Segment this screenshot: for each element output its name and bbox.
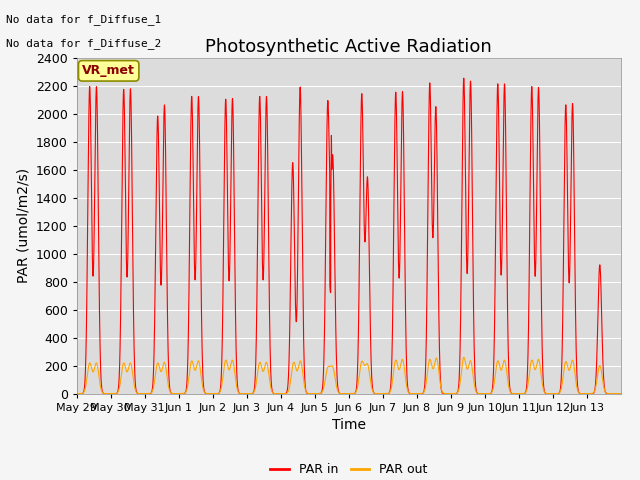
Y-axis label: PAR (umol/m2/s): PAR (umol/m2/s) xyxy=(17,168,30,283)
Text: No data for f_Diffuse_2: No data for f_Diffuse_2 xyxy=(6,38,162,49)
PAR out xyxy=(369,388,377,394)
Legend: PAR in, PAR out: PAR in, PAR out xyxy=(265,458,433,480)
Title: Photosynthetic Active Radiation: Photosynthetic Active Radiation xyxy=(205,38,492,56)
PAR out xyxy=(460,354,468,360)
PAR in xyxy=(369,387,377,393)
PAR in xyxy=(398,100,406,106)
PAR in xyxy=(525,312,532,318)
PAR in xyxy=(498,245,506,251)
PAR in xyxy=(186,237,193,242)
PAR in xyxy=(539,366,547,372)
Text: No data for f_Diffuse_1: No data for f_Diffuse_1 xyxy=(6,14,162,25)
PAR out xyxy=(617,391,625,396)
Line: PAR out: PAR out xyxy=(77,357,621,394)
PAR out xyxy=(73,391,81,396)
Line: PAR in: PAR in xyxy=(77,78,621,394)
Text: VR_met: VR_met xyxy=(82,64,135,77)
PAR out xyxy=(398,357,406,363)
PAR out xyxy=(539,384,547,389)
PAR out xyxy=(186,369,193,375)
PAR in xyxy=(73,391,81,396)
PAR out xyxy=(498,366,506,372)
X-axis label: Time: Time xyxy=(332,418,366,432)
PAR in xyxy=(460,75,468,81)
PAR in xyxy=(617,391,625,396)
PAR out xyxy=(525,376,532,382)
